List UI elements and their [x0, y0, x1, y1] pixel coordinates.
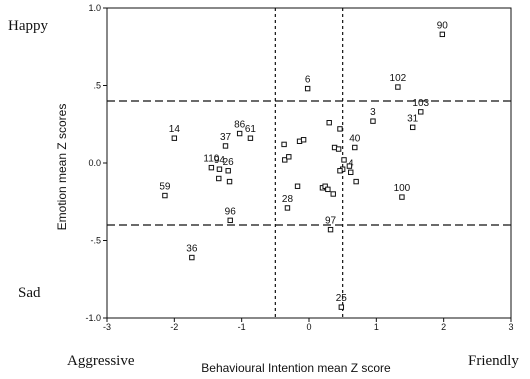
x-tick-label: -3 [103, 322, 111, 332]
data-point-label: 40 [349, 134, 361, 145]
data-point-label: 110 [203, 154, 219, 165]
data-point [225, 168, 231, 174]
data-point [439, 31, 446, 38]
axis-ticks: -3 -2 -1 0 1 2 3 -1.0 -.5 0.0 .5 1.0 [85, 3, 513, 332]
data-point [226, 178, 233, 185]
y-tick-label: -.5 [90, 236, 101, 246]
corner-label-sad: Sad [18, 285, 41, 301]
x-tick-label: 1 [374, 322, 379, 332]
data-point [222, 143, 229, 149]
data-point-label: 36 [186, 244, 198, 255]
data-point-label: 37 [220, 132, 232, 143]
data-point-label: 61 [245, 124, 257, 135]
data-point-label: 6 [305, 75, 311, 86]
data-point [409, 124, 416, 131]
data-point-label: 14 [169, 124, 181, 135]
data-point [337, 126, 343, 132]
data-point [227, 217, 233, 224]
data-point-label: 28 [282, 194, 294, 205]
corner-label-aggressive: Aggressive [67, 353, 135, 369]
data-point-label: 59 [159, 182, 171, 193]
corner-label-friendly: Friendly [468, 353, 519, 369]
data-point [284, 205, 291, 211]
data-point [327, 226, 334, 233]
data-point [325, 186, 331, 193]
y-tick-label: 1.0 [88, 3, 101, 13]
data-point [216, 166, 223, 172]
data-point [348, 169, 354, 176]
x-tick-label: -1 [238, 322, 246, 332]
data-point [338, 304, 345, 310]
data-point [335, 146, 342, 152]
data-points: 9010261033134086613714110942659100428969… [159, 20, 449, 310]
plot-frame [106, 7, 512, 319]
data-point-label: 26 [223, 157, 235, 168]
data-point-label: 102 [390, 73, 407, 84]
reference-lines [107, 8, 511, 318]
data-point [346, 163, 353, 169]
data-point [304, 85, 311, 92]
corner-label-happy: Happy [8, 18, 48, 34]
data-point-label: 25 [336, 293, 348, 304]
data-point-label: 86 [234, 120, 246, 131]
data-point [330, 191, 336, 197]
data-point-label: 96 [225, 206, 237, 217]
data-point [282, 157, 288, 163]
data-point [353, 178, 359, 185]
y-tick-label: 0.0 [88, 158, 101, 168]
data-point [395, 84, 401, 90]
data-point [189, 254, 195, 261]
plot-area [106, 7, 512, 319]
x-tick-label: 0 [306, 322, 311, 332]
data-point-label: 3 [370, 107, 376, 118]
data-point [208, 164, 215, 171]
data-point [399, 194, 405, 200]
y-tick-label: -1.0 [85, 313, 101, 323]
data-point-label: 90 [437, 20, 449, 31]
data-point [300, 137, 307, 143]
y-axis-label: Emotion mean Z scores [55, 104, 69, 231]
data-point-label: 31 [407, 113, 419, 124]
data-point [236, 130, 243, 137]
data-point-label: 97 [325, 216, 337, 227]
data-point [418, 109, 424, 115]
x-tick-label: -2 [170, 322, 178, 332]
data-point [341, 157, 347, 163]
data-point-label: 100 [394, 183, 411, 194]
x-tick-label: 2 [441, 322, 446, 332]
data-point [171, 135, 178, 141]
y-tick-label: .5 [93, 81, 101, 91]
data-point-label: 94 [214, 155, 226, 166]
x-tick-label: 3 [508, 322, 513, 332]
data-point [162, 192, 168, 199]
data-point [352, 144, 358, 151]
data-point [247, 135, 254, 141]
data-point [337, 168, 343, 174]
data-point [216, 175, 222, 182]
data-point [294, 183, 301, 189]
x-axis-label: Behavioural Intention mean Z score [201, 361, 391, 375]
data-point [286, 154, 292, 160]
data-point-label: 103 [412, 98, 429, 109]
data-point [326, 120, 332, 126]
data-point [370, 118, 376, 124]
data-point [281, 141, 287, 148]
